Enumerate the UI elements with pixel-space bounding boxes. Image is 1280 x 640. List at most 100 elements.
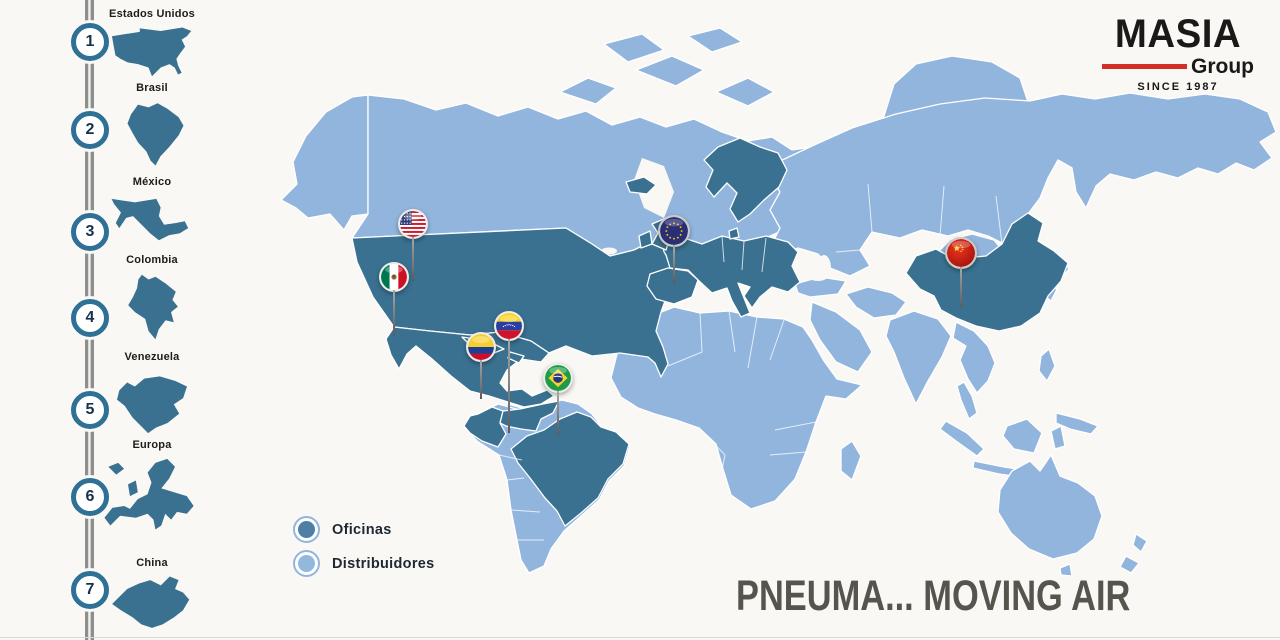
china-flag-pin xyxy=(945,237,977,269)
region-indochina xyxy=(952,321,996,394)
country-ireland xyxy=(638,230,653,249)
sidebar-item-label: Colombia xyxy=(126,254,178,266)
arctic-island xyxy=(559,77,617,105)
country-india xyxy=(885,310,952,405)
continent-africa xyxy=(610,306,863,510)
logo-red-line xyxy=(1102,64,1187,69)
country-borders xyxy=(667,310,817,471)
bottom-divider xyxy=(0,637,1280,638)
country-mexico xyxy=(385,326,555,408)
arctic-island xyxy=(687,27,743,53)
pin-stick xyxy=(673,245,675,284)
eu-flag-pin xyxy=(658,215,690,247)
pin-stick xyxy=(557,391,559,435)
new-guinea xyxy=(1055,412,1099,435)
brazil-silhouette-icon xyxy=(127,103,184,166)
country-borders xyxy=(498,454,544,541)
masia-group-logo: MASIA Group SINCE 1987 xyxy=(1102,14,1254,93)
sidebar-item-label: Estados Unidos xyxy=(109,8,195,20)
region-russia xyxy=(769,92,1277,277)
colombia-flag-pin xyxy=(466,332,496,362)
pin-stick xyxy=(393,290,395,336)
island-sumatra xyxy=(939,420,985,457)
legend-label: Distribuidores xyxy=(332,555,435,572)
sidebar-item-label: China xyxy=(136,557,168,569)
black-sea xyxy=(808,271,828,281)
malay-peninsula xyxy=(956,381,978,420)
arctic-island xyxy=(603,33,665,63)
logo-since: SINCE 1987 xyxy=(1137,81,1219,93)
mexico-silhouette-icon xyxy=(111,198,189,241)
pin-mexico xyxy=(379,262,409,336)
pin-venezuela xyxy=(494,311,524,433)
sidebar-item-label: Europa xyxy=(132,439,172,451)
region-arabia xyxy=(809,301,873,373)
sidebar-item-brasil: Brasil xyxy=(96,82,208,170)
sidebar-item-label: México xyxy=(132,176,172,188)
sidebar-number-4: 4 xyxy=(71,299,109,337)
page-title: PNEUMA... MOVING AIR xyxy=(736,572,1131,620)
arctic-island xyxy=(715,77,775,107)
legend-distribuidores: Distribuidores xyxy=(293,550,435,577)
new-zealand xyxy=(1132,533,1148,553)
sidebar-item-venezuela: Venezuela xyxy=(96,351,208,437)
country-borders xyxy=(721,235,767,273)
pin-china xyxy=(945,237,977,308)
venezuela-silhouette-icon xyxy=(117,376,187,434)
country-brazil xyxy=(510,411,630,527)
tasmania xyxy=(1059,563,1073,577)
china-silhouette-icon xyxy=(112,576,190,628)
logo-name: MASIA xyxy=(1114,12,1242,56)
new-zealand xyxy=(1119,555,1140,574)
sidebar-number-5: 5 xyxy=(71,391,109,429)
country-venezuela xyxy=(499,400,560,432)
office-dot-icon xyxy=(293,516,320,543)
scandinavia xyxy=(703,137,788,223)
hudson-bay xyxy=(634,158,674,218)
pin-stick xyxy=(412,237,414,281)
region-iran xyxy=(845,286,907,319)
country-alaska xyxy=(280,94,369,231)
sidebar-item-mexico: México xyxy=(96,176,208,248)
country-colombia xyxy=(463,406,507,448)
sidebar-item-label: Venezuela xyxy=(124,351,180,363)
island-sulawesi xyxy=(1050,425,1066,450)
sidebar-item-europa: Europa xyxy=(96,439,208,553)
sidebar-item-colombia: Colombia xyxy=(96,254,208,344)
denmark xyxy=(728,227,740,240)
venezuela-flag-pin xyxy=(494,311,524,341)
country-madagascar xyxy=(840,440,862,481)
sidebar-number-6: 6 xyxy=(71,478,109,516)
country-borders xyxy=(835,183,1003,253)
legend-label: Oficinas xyxy=(332,521,392,538)
europa-silhouette-icon xyxy=(104,458,194,530)
distributor-dot-icon xyxy=(293,550,320,577)
pin-brasil xyxy=(543,363,573,435)
country-iceland xyxy=(625,176,657,195)
pin-colombia xyxy=(466,332,496,399)
sidebar-item-estados-unidos: Estados Unidos xyxy=(96,8,208,78)
sidebar-number-1: 1 xyxy=(71,23,109,61)
mexico-flag-pin xyxy=(379,262,409,292)
usa-silhouette-icon xyxy=(111,27,192,77)
country-australia xyxy=(997,454,1103,560)
pin-estados-unidos xyxy=(398,209,428,281)
island-borneo xyxy=(1002,418,1043,454)
sidebar-number-2: 2 xyxy=(71,111,109,149)
sidebar-number-3: 3 xyxy=(71,213,109,251)
legend-oficinas: Oficinas xyxy=(293,516,392,543)
sidebar-item-label: Brasil xyxy=(136,82,168,94)
arctic-island xyxy=(635,55,705,87)
sidebar-item-china: China xyxy=(96,557,208,635)
sidebar-number-7: 7 xyxy=(71,571,109,609)
logo-group: Group xyxy=(1191,55,1254,78)
country-china xyxy=(905,212,1069,332)
colombia-silhouette-icon xyxy=(128,274,178,340)
pin-stick xyxy=(960,267,962,308)
us-flag-pin xyxy=(398,209,428,239)
brazil-flag-pin xyxy=(543,363,573,393)
pin-stick xyxy=(508,339,510,433)
pin-stick xyxy=(480,360,482,399)
